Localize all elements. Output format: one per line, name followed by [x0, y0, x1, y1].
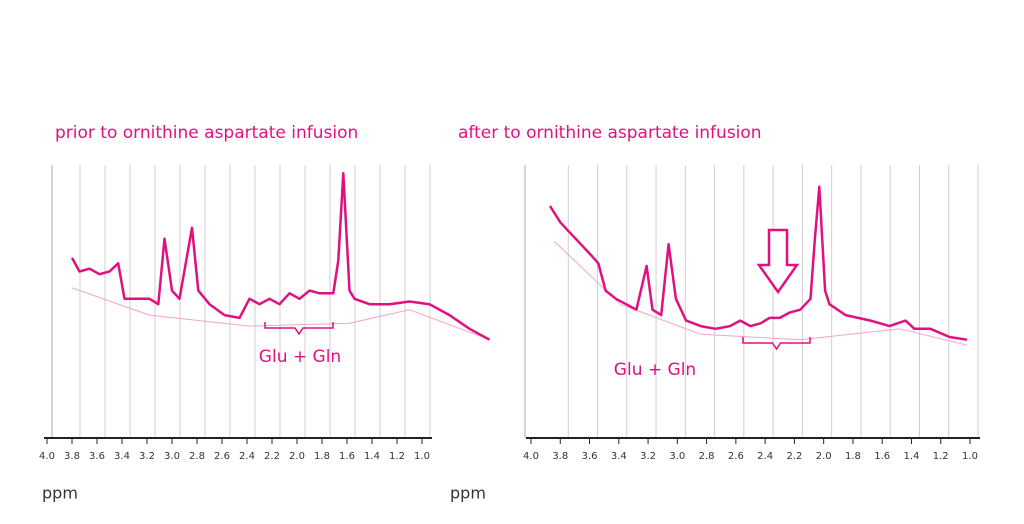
brace: [742, 337, 811, 351]
baseline-line: [71, 287, 490, 341]
fit-line: [548, 185, 968, 341]
annotation: Glu + Gln: [259, 347, 341, 367]
baseline-line: [554, 241, 968, 346]
x-axis-label: ppm: [42, 484, 78, 503]
x-tick-label: 3.4: [114, 451, 130, 462]
x-tick-label: 1.8: [845, 451, 861, 462]
fit-line: [70, 171, 491, 341]
x-tick-label: 1.6: [874, 451, 890, 462]
x-tick-label: 1.4: [904, 451, 920, 462]
x-tick-label: 3.4: [611, 451, 627, 462]
x-tick-label: 3.2: [139, 451, 155, 462]
x-tick-label: 2.2: [786, 451, 802, 462]
x-tick-label: 3.0: [164, 451, 180, 462]
chart-title: after to ornithine aspartate infusion: [458, 123, 762, 143]
x-tick-label: 2.8: [189, 451, 205, 462]
x-tick-label: 2.8: [699, 451, 715, 462]
x-tick-label: 4.0: [523, 451, 539, 462]
x-tick-label: 1.0: [962, 451, 978, 462]
x-tick-label: 2.4: [757, 451, 773, 462]
x-tick-label: 1.4: [364, 451, 380, 462]
x-tick-label: 3.0: [669, 451, 685, 462]
x-tick-label: 1.2: [933, 451, 949, 462]
x-tick-label: 3.2: [640, 451, 656, 462]
x-tick-label: 1.8: [314, 451, 330, 462]
x-tick-label: 2.6: [214, 451, 230, 462]
brace: [264, 322, 334, 336]
x-tick-label: 2.4: [239, 451, 255, 462]
x-tick-label: 3.8: [552, 451, 568, 462]
x-tick-label: 4.0: [39, 451, 55, 462]
x-tick-label: 3.8: [64, 451, 80, 462]
x-tick-label: 1.2: [389, 451, 405, 462]
x-tick-label: 1.0: [414, 451, 430, 462]
arrow: [756, 228, 800, 295]
x-tick-label: 2.0: [816, 451, 832, 462]
x-tick-label: 3.6: [89, 451, 105, 462]
x-tick-label: 3.6: [582, 451, 598, 462]
x-axis-label: ppm: [450, 484, 486, 503]
chart-title: prior to ornithine aspartate infusion: [55, 123, 358, 143]
x-tick-label: 1.6: [339, 451, 355, 462]
x-tick-label: 2.2: [264, 451, 280, 462]
x-tick-label: 2.0: [289, 451, 305, 462]
annotation: Glu + Gln: [614, 360, 696, 380]
x-tick-label: 2.6: [728, 451, 744, 462]
